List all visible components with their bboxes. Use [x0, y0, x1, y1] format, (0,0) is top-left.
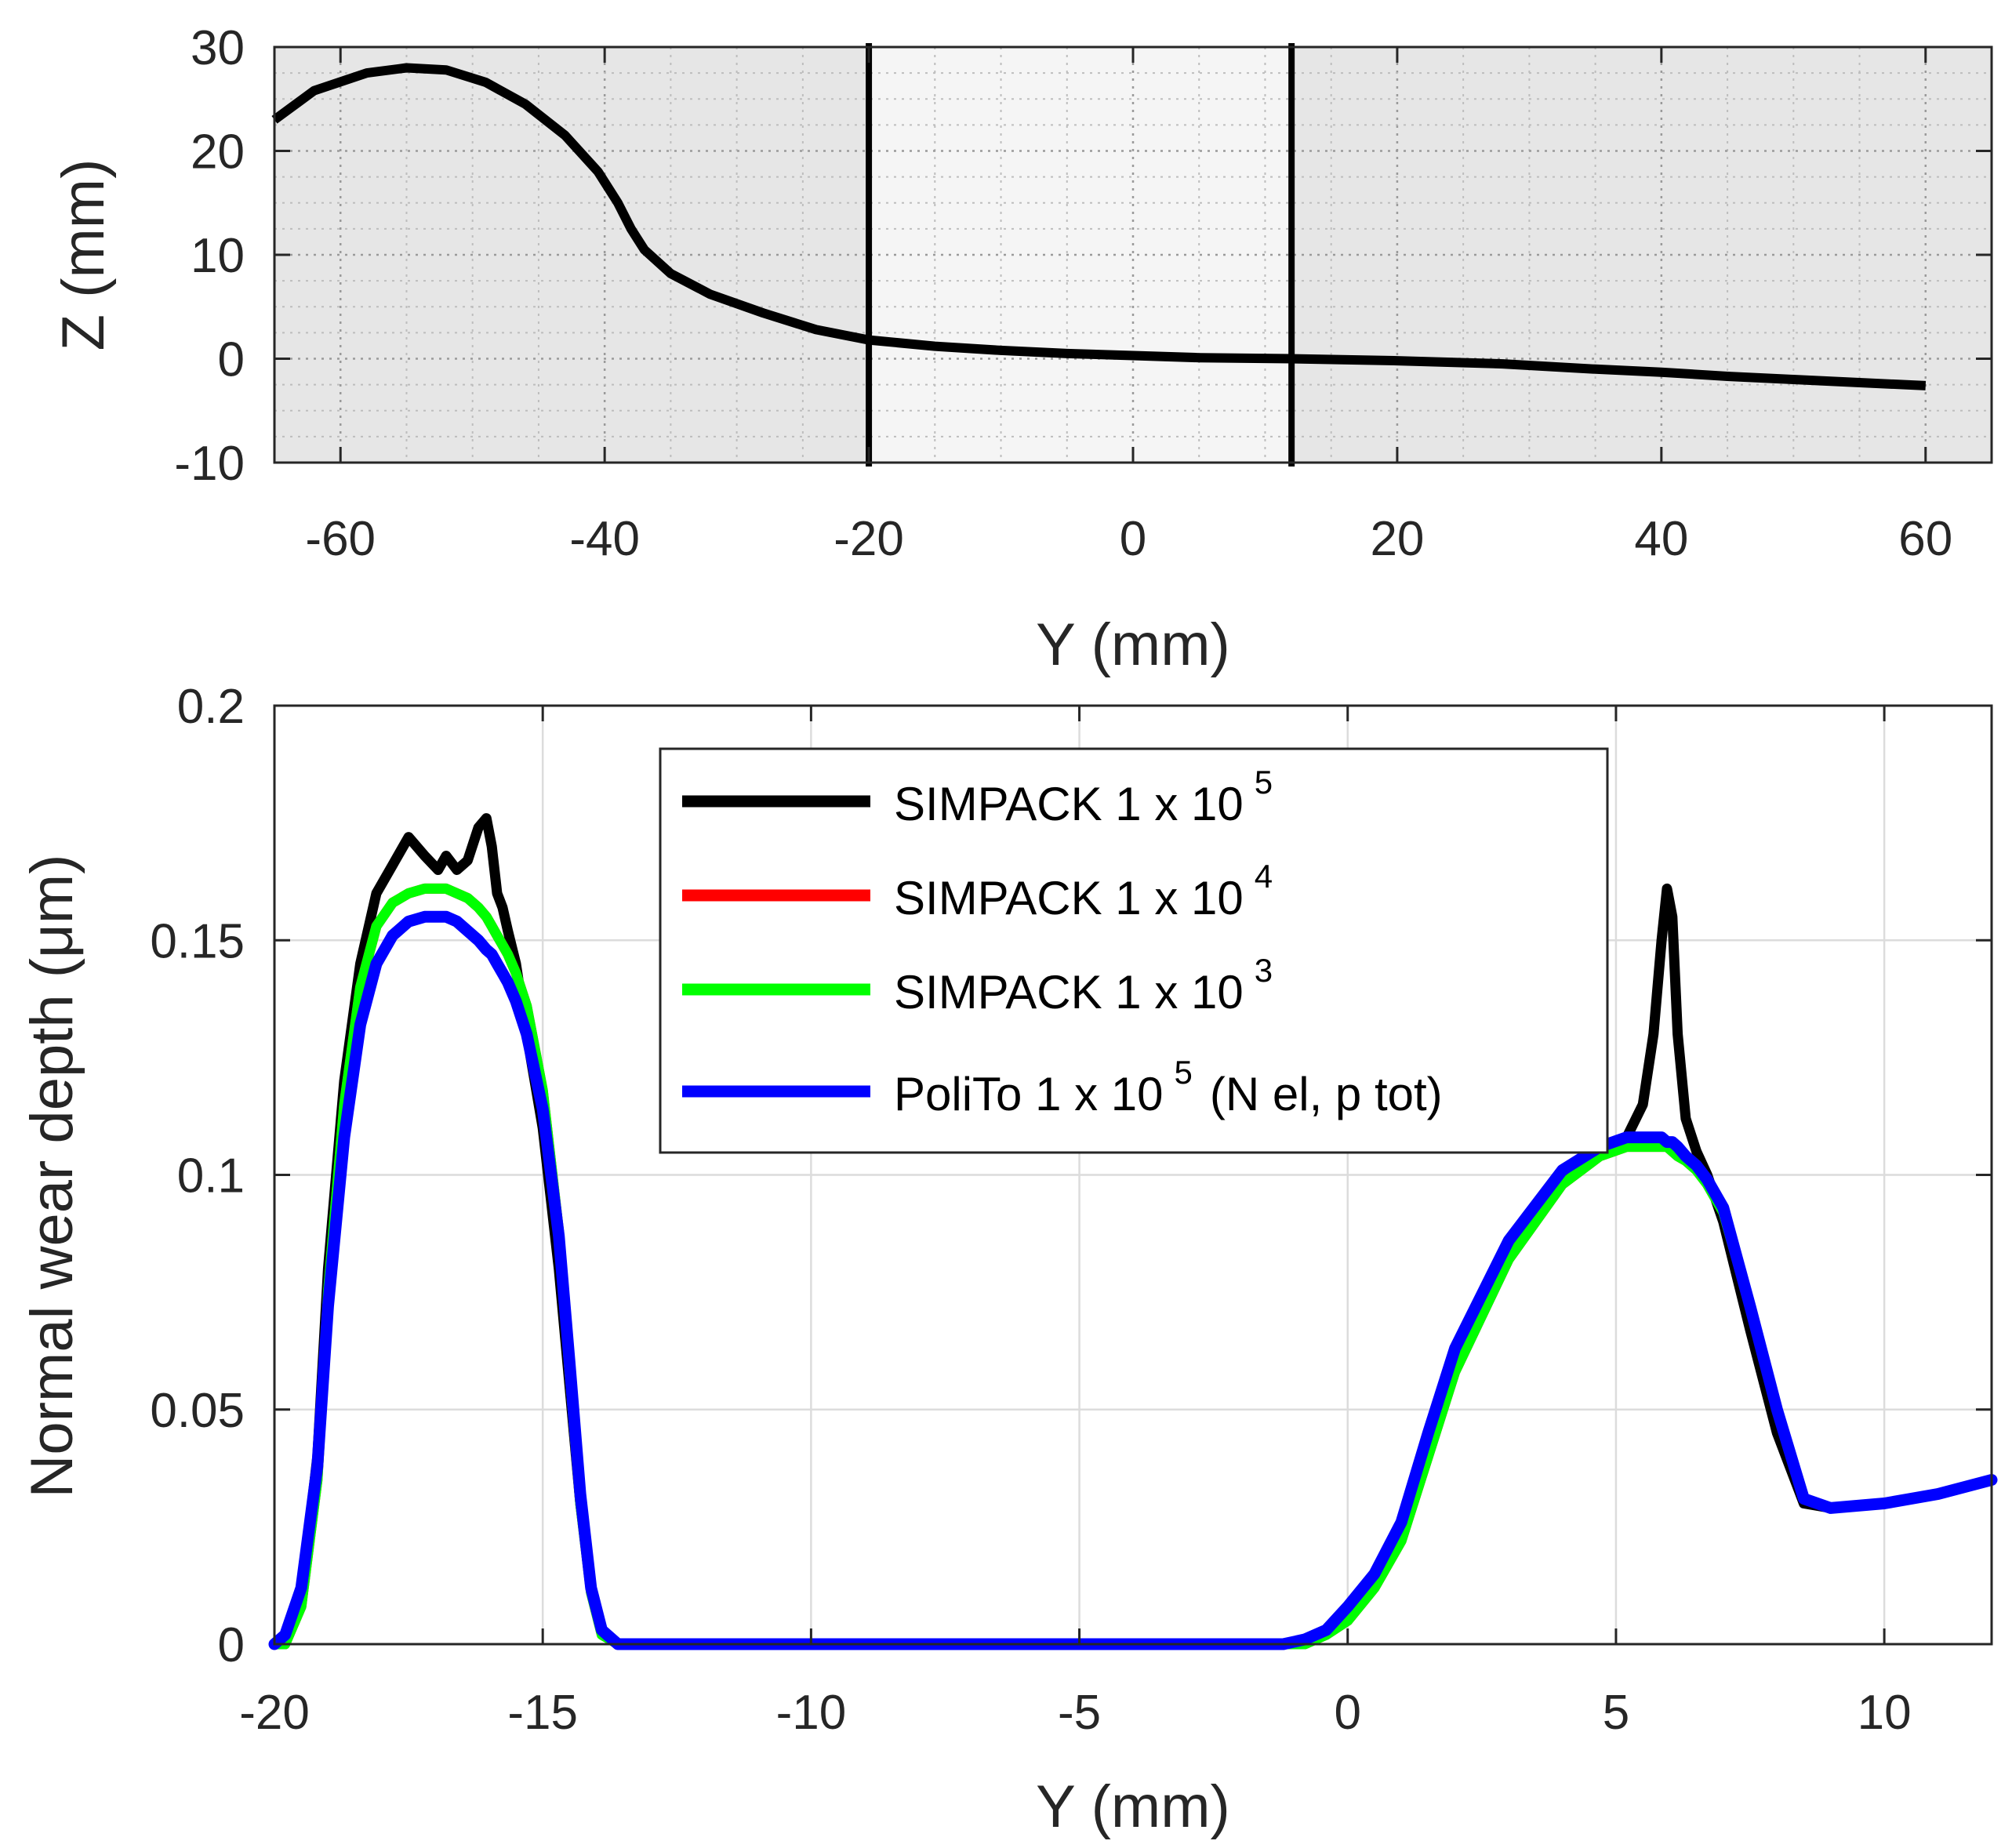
- top-y-tick-label: 10: [191, 229, 245, 283]
- top-x-tick-label: 0: [1120, 512, 1146, 566]
- top-y-tick-label: -10: [174, 437, 245, 491]
- top-series: [271, 63, 1927, 390]
- legend-label-1: SIMPACK 1 x 10: [894, 872, 1244, 924]
- bottom-x-axis-title: Y (mm): [1036, 1774, 1230, 1840]
- legend-exponent-1: 4: [1255, 858, 1273, 895]
- bottom-y-tick-label: 0.15: [150, 914, 245, 968]
- bottom-y-tick-label: 0: [218, 1618, 245, 1672]
- top-profile-chart: -60 -40 -20 0 20 40 60 -10 0 10 20 30 Y (mm) Z (mm): [50, 21, 1993, 678]
- top-vertical-lines: [866, 43, 1295, 467]
- legend-label-0: SIMPACK 1 x 10: [894, 778, 1244, 830]
- bottom-x-tick-label: -15: [507, 1686, 578, 1740]
- bottom-y-tick-label: 0.1: [177, 1149, 245, 1204]
- legend-exponent-0: 5: [1255, 764, 1273, 801]
- bottom-y-axis-title: Normal wear depth (μm): [19, 855, 85, 1498]
- bottom-y-tick-label: 0.05: [150, 1384, 245, 1438]
- top-x-tick-label: 40: [1634, 512, 1688, 566]
- top-y-axis-title: Z (mm): [50, 159, 117, 351]
- top-y-tick-label: 20: [191, 125, 245, 180]
- legend-label-2: SIMPACK 1 x 10: [894, 966, 1244, 1018]
- bottom-wear-chart: -20 -15 -10 -5 0 5 10 0 0.05 0.1 0.15 0.2 Y (mm) No…: [19, 680, 1998, 1840]
- legend-label-3: PoliTo 1 x 10: [894, 1068, 1164, 1120]
- bottom-x-tick-label: -10: [776, 1686, 847, 1740]
- top-highlight-region: [869, 47, 1292, 463]
- bottom-x-tick-label: 5: [1603, 1686, 1629, 1740]
- top-profile-line: [271, 63, 1927, 390]
- top-grid: [274, 45, 1992, 464]
- legend-box: [659, 747, 1609, 1154]
- top-x-tick-label: -20: [833, 512, 904, 566]
- top-y-tick-label: 30: [191, 21, 245, 75]
- top-x-tick-label: 60: [1898, 512, 1952, 566]
- bottom-x-tick-label: 10: [1858, 1686, 1912, 1740]
- top-x-axis-title: Y (mm): [1036, 612, 1230, 678]
- bottom-ticks: -20 -15 -10 -5 0 5 10 0 0.05 0.1 0.15 0.2: [150, 680, 1992, 1740]
- top-y-tick-label: 0: [218, 333, 245, 387]
- bottom-x-tick-label: -5: [1058, 1686, 1101, 1740]
- bottom-x-tick-label: -20: [239, 1686, 310, 1740]
- top-x-tick-label: 20: [1370, 512, 1424, 566]
- legend-exponent-2: 3: [1255, 952, 1273, 989]
- legend-exponent-3: 5: [1175, 1054, 1193, 1091]
- top-x-tick-label: -60: [305, 512, 376, 566]
- top-x-tick-label: -40: [569, 512, 640, 566]
- top-ticks: -60 -40 -20 0 20 40 60 -10 0 10 20 30: [174, 21, 1992, 566]
- legend: SIMPACK 1 x 10 5 SIMPACK 1 x 10 4 SIMPACK 1 …: [659, 747, 1609, 1154]
- bottom-y-tick-label: 0.2: [177, 680, 245, 734]
- bottom-x-tick-label: 0: [1335, 1686, 1361, 1740]
- legend-suffix-3: (N el, p tot): [1210, 1068, 1443, 1120]
